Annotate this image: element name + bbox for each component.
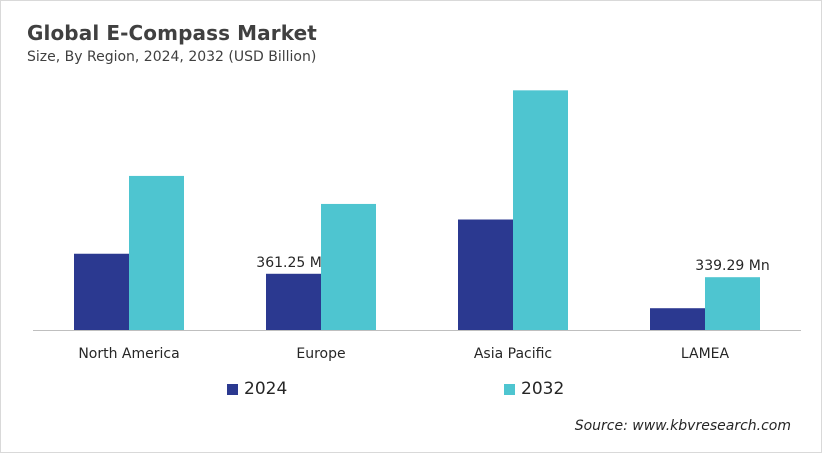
bar-asia-pacific-2032 <box>513 90 568 331</box>
x-tick-label: North America <box>78 346 179 362</box>
bar-north-america-2032 <box>129 175 184 330</box>
bar-lamea-2024 <box>650 308 705 330</box>
legend-swatch-2024 <box>227 383 238 395</box>
bar-europe-2032 <box>321 203 376 330</box>
x-tick-label: LAMEA <box>681 346 730 362</box>
legend-swatch-2032 <box>504 383 515 395</box>
legend-label-2024: 2024 <box>244 379 288 399</box>
x-tick-label: Europe <box>296 346 345 362</box>
bar-north-america-2024 <box>74 253 129 330</box>
chart-legend: 2024 2032 <box>1 379 822 403</box>
legend-item-2032: 2032 <box>504 379 564 399</box>
data-label-europe-2024: 361.25 Mn <box>256 255 330 271</box>
legend-item-2024: 2024 <box>227 379 287 399</box>
source-note: Source: www.kbvresearch.com <box>574 418 791 434</box>
data-label-lamea-2032: 339.29 Mn <box>695 258 769 274</box>
bar-lamea-2032 <box>705 277 760 330</box>
x-tick-label: Asia Pacific <box>474 346 552 362</box>
bar-asia-pacific-2024 <box>458 219 513 330</box>
legend-label-2032: 2032 <box>521 379 565 399</box>
chart-title: Global E-Compass Market <box>27 21 317 45</box>
bar-europe-2024 <box>266 273 321 330</box>
chart-subtitle: Size, By Region, 2024, 2032 (USD Billion… <box>27 49 317 65</box>
